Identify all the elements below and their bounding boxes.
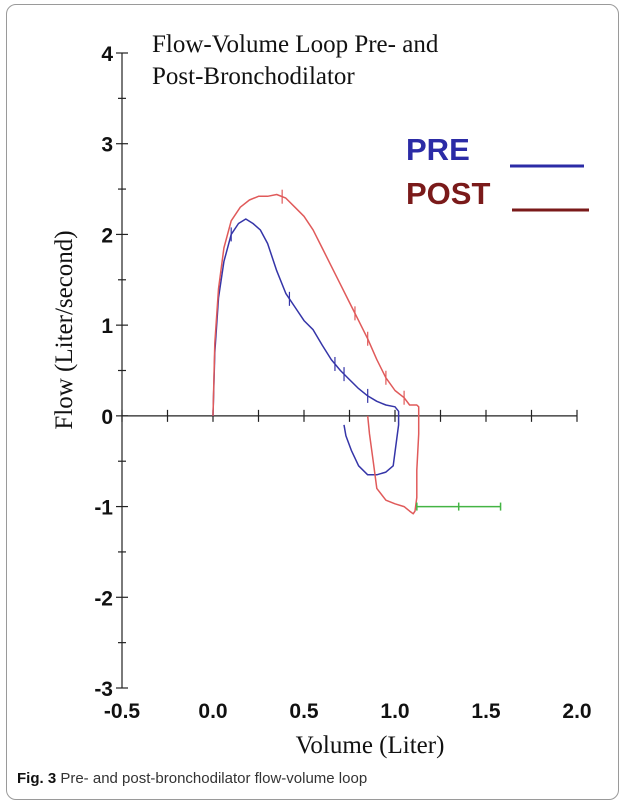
legend-label-pre: PRE	[406, 132, 470, 167]
y-tick-label: 0	[101, 406, 113, 429]
legend-label-post: POST	[406, 176, 490, 211]
chart-axes	[116, 52, 578, 689]
x-tick-label: 1.0	[380, 700, 409, 723]
caption-text: Pre- and post-bronchodilator flow-volume…	[60, 770, 368, 787]
figure-caption: Fig. 3 Pre- and post-bronchodilator flow…	[17, 770, 617, 792]
figure-frame	[6, 4, 619, 800]
x-tick-label: 0.5	[289, 700, 319, 723]
y-axis-label: Flow (Liter/second)	[51, 230, 78, 429]
y-tick-label: 1	[101, 315, 113, 338]
tick-labels: 4 3 2 1 0 -1 -2 -3-0.5 0.0 0.5 1.0 1.5 2.0	[94, 43, 591, 723]
y-tick-label: -3	[94, 678, 113, 701]
flow-volume-chart: 4 3 2 1 0 -1 -2 -3-0.5 0.0 0.5 1.0 1.5 2.0 Flow-Volu…	[51, 31, 592, 759]
caption-label: Fig. 3	[17, 770, 57, 787]
series-line-pre	[212, 218, 400, 476]
x-tick-label: -0.5	[104, 700, 141, 723]
y-tick-label: 4	[101, 43, 113, 66]
y-tick-label: -2	[94, 587, 113, 610]
y-tick-label: 2	[101, 224, 113, 247]
chart-title-line-1: Flow-Volume Loop Pre- and	[152, 31, 439, 58]
y-tick-label: 3	[101, 134, 113, 157]
y-tick-label: -1	[94, 497, 113, 520]
x-tick-label: 2.0	[562, 700, 591, 723]
chart-title-line-2: Post-Bronchodilator	[152, 63, 355, 90]
x-tick-label: 1.5	[471, 700, 501, 723]
chart-legend: PRE POST	[406, 132, 589, 212]
x-axis-label: Volume (Liter)	[296, 732, 445, 759]
series-line-post	[212, 193, 420, 515]
chart-series	[212, 189, 502, 515]
x-tick-label: 0.0	[198, 700, 227, 723]
